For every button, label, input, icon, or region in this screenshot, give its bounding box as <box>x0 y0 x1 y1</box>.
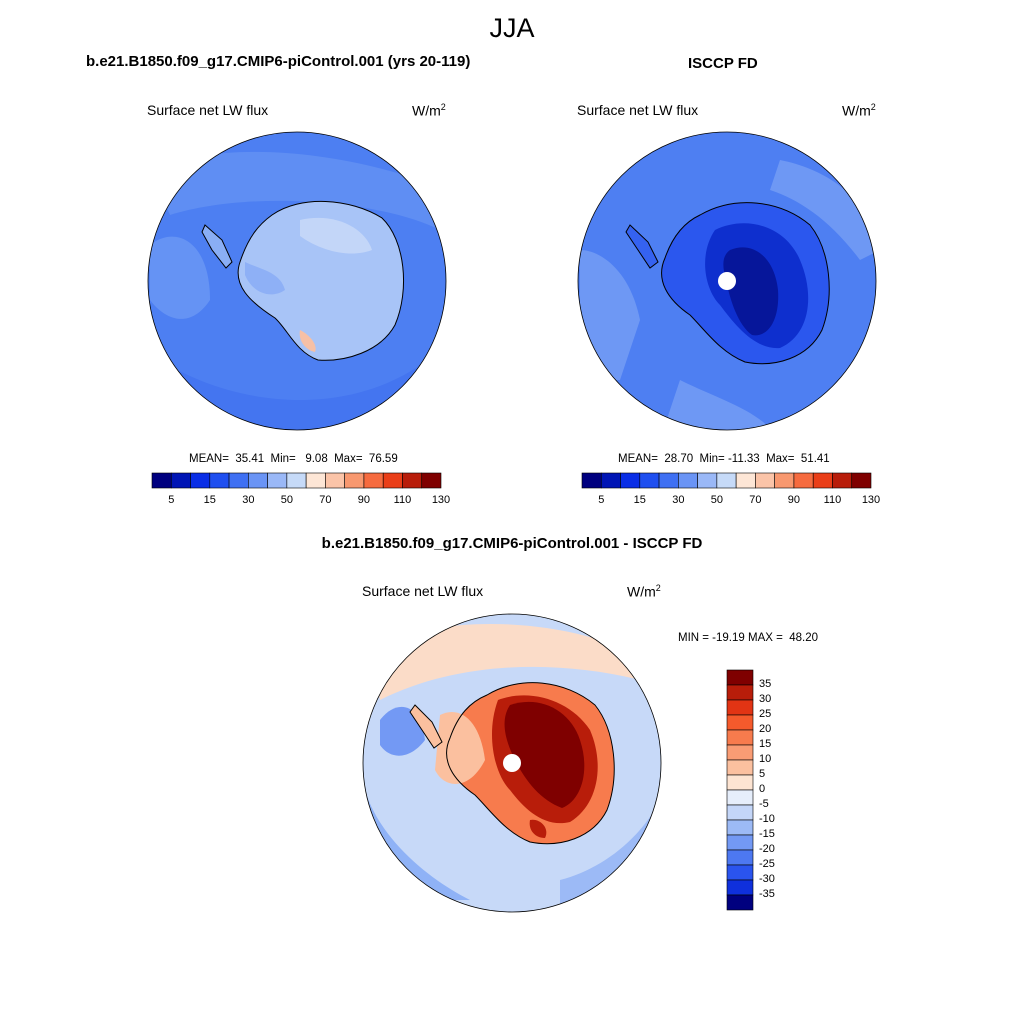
diff-colorbar-tick-label: -35 <box>759 888 775 900</box>
model-colorbar-tick-label: 130 <box>431 494 451 506</box>
obs-colorbar-swatch-2 <box>620 472 641 489</box>
obs-colorbar-swatch-5 <box>678 472 698 489</box>
model-colorbar-swatch-2 <box>190 472 211 489</box>
diff-colorbar-tick-label: -15 <box>759 828 775 840</box>
model-units-label: W/m2 <box>412 102 446 119</box>
model-colorbar-swatch-4 <box>228 472 249 489</box>
obs-colorbar-swatch-9 <box>755 472 775 489</box>
obs-colorbar-swatch-12 <box>812 472 833 489</box>
diff-map <box>362 613 662 913</box>
diff-colorbar-tick-label: -5 <box>759 798 769 810</box>
model-colorbar-tick-label: 30 <box>242 494 255 506</box>
diff-stats: MIN = -19.19 MAX = 48.20 <box>678 632 818 644</box>
model-colorbar-swatch-13 <box>402 472 423 489</box>
obs-panel-title: ISCCP FD <box>688 55 758 72</box>
obs-colorbar-swatch-10 <box>774 472 795 489</box>
obs-map <box>577 131 877 431</box>
diff-colorbar <box>726 669 754 911</box>
obs-colorbar-swatch-1 <box>600 472 621 489</box>
obs-colorbar-tick-label: 110 <box>823 494 842 506</box>
model-colorbar-swatch-3 <box>209 472 230 489</box>
model-colorbar-swatch-12 <box>382 472 403 489</box>
diff-colorbar-tick-label: 10 <box>759 753 772 765</box>
model-colorbar-swatch-14 <box>421 472 442 489</box>
obs-colorbar-tick-label: 30 <box>672 494 685 506</box>
obs-variable-label: Surface net LW flux <box>577 102 699 118</box>
diff-colorbar-swatch-8 <box>726 789 754 806</box>
obs-colorbar-swatch-7 <box>716 472 737 489</box>
diff-colorbar-swatch-13 <box>726 864 754 881</box>
diff-colorbar-tick-label: 30 <box>759 693 772 705</box>
diff-colorbar-tick-label: -30 <box>759 873 775 885</box>
diff-colorbar-swatch-11 <box>726 834 754 851</box>
model-colorbar-swatch-7 <box>286 472 307 489</box>
diff-colorbar-swatch-4 <box>726 729 754 746</box>
model-colorbar-swatch-6 <box>267 472 288 489</box>
diff-colorbar-swatch-12 <box>726 849 754 866</box>
diff-colorbar-tick-label: -20 <box>759 843 775 855</box>
diff-colorbar-tick-label: 0 <box>759 783 766 795</box>
diff-colorbar-swatch-0 <box>726 669 754 686</box>
obs-colorbar-tick-label: 5 <box>598 494 605 506</box>
diff-colorbar-swatch-3 <box>726 714 754 731</box>
obs-colorbar-swatch-4 <box>658 472 679 489</box>
model-colorbar <box>151 472 442 489</box>
model-colorbar-tick-label: 15 <box>203 494 216 506</box>
obs-colorbar-tick-label: 130 <box>861 494 881 506</box>
diff-panel-title: b.e21.B1850.f09_g17.CMIP6-piControl.001 … <box>321 535 703 552</box>
diff-colorbar-swatch-1 <box>726 684 754 701</box>
obs-colorbar-swatch-8 <box>735 472 756 489</box>
diff-colorbar-tick-label: 25 <box>759 708 772 720</box>
diff-colorbar-tick-label: -10 <box>759 813 775 825</box>
diff-colorbar-swatch-14 <box>726 879 754 896</box>
diff-colorbar-tick-label: 20 <box>759 723 772 735</box>
diff-colorbar-swatch-7 <box>726 774 754 791</box>
model-stats: MEAN= 35.41 Min= 9.08 Max= 76.59 <box>189 453 398 465</box>
obs-colorbar-tick-label: 50 <box>710 494 723 506</box>
diff-colorbar-swatch-2 <box>726 699 754 716</box>
model-variable-label: Surface net LW flux <box>147 102 269 118</box>
obs-colorbar-tick-label: 70 <box>749 494 762 506</box>
diff-colorbar-tick-label: 35 <box>759 678 772 690</box>
model-panel-title: b.e21.B1850.f09_g17.CMIP6-piControl.001 … <box>86 53 471 70</box>
model-colorbar-tick-label: 90 <box>357 494 371 506</box>
diff-colorbar-swatch-9 <box>726 804 754 821</box>
model-map <box>147 131 447 431</box>
model-colorbar-tick-label: 5 <box>168 494 175 506</box>
diff-colorbar-tick-label: 5 <box>759 768 766 780</box>
diff-colorbar-tick-label: -25 <box>759 858 775 870</box>
diff-colorbar-tick-label: 15 <box>759 738 772 750</box>
obs-colorbar-tick-label: 15 <box>633 494 646 506</box>
model-colorbar-swatch-1 <box>170 472 191 489</box>
obs-colorbar-swatch-6 <box>697 472 718 489</box>
diff-colorbar-swatch-6 <box>726 759 754 776</box>
model-colorbar-swatch-8 <box>305 472 326 489</box>
diff-colorbar-swatch-5 <box>726 744 754 761</box>
model-colorbar-swatch-10 <box>344 472 365 489</box>
obs-colorbar-swatch-3 <box>639 472 660 489</box>
diff-variable-label: Surface net LW flux <box>362 583 484 599</box>
diff-units-label: W/m2 <box>627 583 661 600</box>
figure-title: JJA <box>489 13 535 43</box>
model-colorbar-tick-label: 70 <box>319 494 332 506</box>
obs-units-label: W/m2 <box>842 102 876 119</box>
obs-colorbar-swatch-0 <box>581 472 602 489</box>
obs-colorbar <box>581 472 872 489</box>
model-colorbar-swatch-0 <box>151 472 172 489</box>
model-colorbar-swatch-9 <box>325 472 345 489</box>
obs-colorbar-swatch-14 <box>851 472 872 489</box>
model-colorbar-swatch-11 <box>363 472 384 489</box>
model-colorbar-tick-label: 50 <box>280 494 293 506</box>
obs-colorbar-swatch-11 <box>793 472 814 489</box>
diff-colorbar-swatch-10 <box>726 819 754 836</box>
diff-colorbar-swatch-15 <box>726 894 754 911</box>
model-colorbar-swatch-5 <box>248 472 268 489</box>
obs-colorbar-swatch-13 <box>832 472 853 489</box>
obs-stats: MEAN= 28.70 Min= -11.33 Max= 51.41 <box>618 453 830 465</box>
obs-colorbar-tick-label: 90 <box>787 494 801 506</box>
model-colorbar-tick-label: 110 <box>393 494 412 506</box>
